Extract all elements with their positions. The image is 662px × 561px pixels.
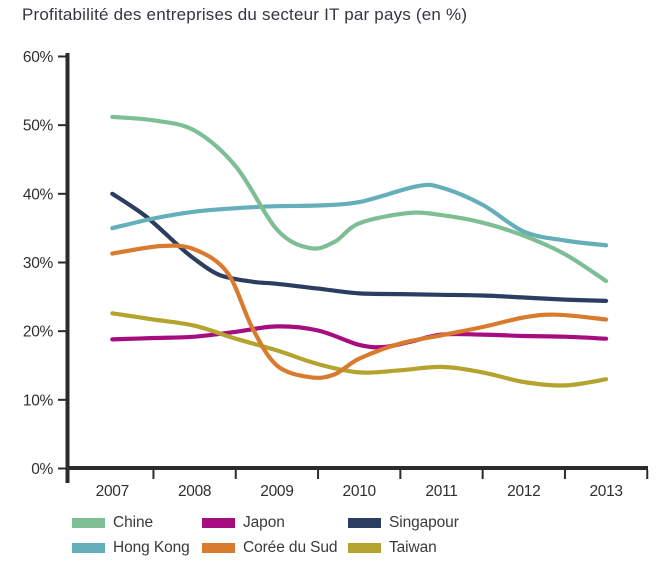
x-axis-label: 2010 <box>343 483 377 500</box>
legend-swatch-japon <box>202 518 235 528</box>
legend-label: Japon <box>243 514 285 531</box>
series-line-taiwan <box>110 311 609 388</box>
legend-item-chine: Chine <box>72 513 153 533</box>
legend-swatch-chine <box>72 518 105 528</box>
y-axis-label: 0% <box>31 461 53 478</box>
legend-item-cor-e-du-sud: Corée du Sud <box>202 538 338 558</box>
legend-item-taiwan: Taiwan <box>348 538 437 558</box>
x-axis-label: 2012 <box>507 483 540 500</box>
legend-label: Corée du Sud <box>243 539 338 556</box>
legend-item-japon: Japon <box>202 513 285 533</box>
legend-item-singapour: Singapour <box>348 513 459 533</box>
series-line-singapour <box>110 191 609 303</box>
legend-label: Chine <box>113 514 153 531</box>
legend-label: Singapour <box>389 514 459 531</box>
legend-label: Hong Kong <box>113 539 190 556</box>
x-axis-label: 2007 <box>96 483 129 500</box>
legend-item-hong-kong: Hong Kong <box>72 538 190 558</box>
series-line-cor-e-du-sud <box>110 243 609 380</box>
legend-swatch-cor-e-du-sud <box>202 543 235 553</box>
y-axis-label: 40% <box>23 186 54 203</box>
y-axis-label: 50% <box>23 118 54 135</box>
x-axis-label: 2009 <box>260 483 293 500</box>
y-axis-label: 30% <box>23 255 54 272</box>
x-axis-label: 2013 <box>589 483 622 500</box>
series-line-chine <box>110 114 609 284</box>
chart-title: Profitabilité des entreprises du secteur… <box>22 5 468 24</box>
legend-swatch-hong-kong <box>72 543 105 553</box>
line-chart-plot-area: 0% 10% 20% 30% 40% 50% 60% 2007 2008 2009 2010 2011… <box>23 49 649 500</box>
series-line-hong-kong <box>110 182 609 248</box>
y-axis-label: 10% <box>23 392 54 409</box>
y-axis-label: 60% <box>23 49 54 66</box>
x-axis-label: 2011 <box>425 483 457 500</box>
x-axis-label: 2008 <box>178 483 211 500</box>
legend-swatch-singapour <box>348 518 381 528</box>
series-line-japon <box>110 324 609 350</box>
legend-swatch-taiwan <box>348 543 381 553</box>
legend-label: Taiwan <box>389 539 437 556</box>
y-axis-label: 20% <box>23 324 54 341</box>
